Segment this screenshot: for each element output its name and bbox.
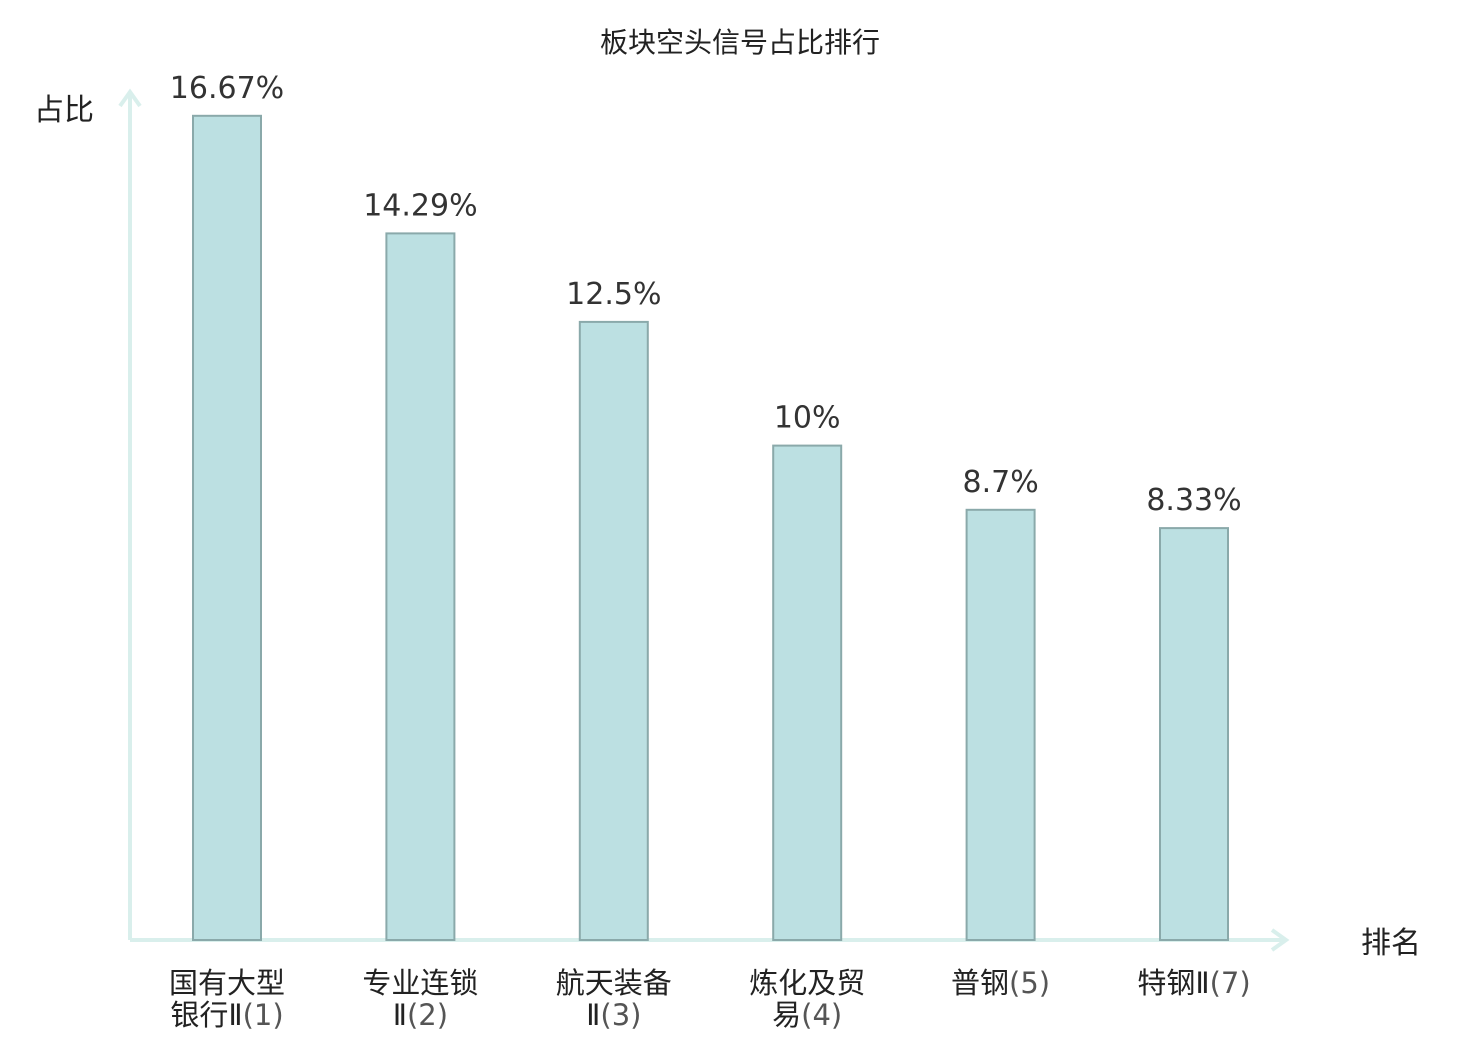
category-label-3: 航天装备 Ⅱ(3) <box>556 966 672 1032</box>
category-label-6: 特钢Ⅱ(7) <box>1137 966 1250 1000</box>
bar-5 <box>965 508 1036 941</box>
x-axis-label: 排名 <box>1361 926 1421 961</box>
x-axis <box>130 928 1290 952</box>
category-label-2: 专业连锁 Ⅱ(2) <box>362 966 478 1032</box>
bar-6 <box>1159 527 1229 941</box>
bar-3 <box>578 320 649 941</box>
value-label-2: 14.29% <box>363 188 477 223</box>
category-label-5: 普钢(5) <box>951 966 1050 1000</box>
value-label-3: 12.5% <box>566 277 661 312</box>
chart-title: 板块空头信号占比排行 <box>600 26 880 59</box>
y-axis-label: 占比 <box>34 93 94 128</box>
y-axis <box>118 88 142 940</box>
bars-group <box>192 114 1229 942</box>
bar-4 <box>772 444 843 941</box>
category-label-4: 炼化及贸易(4) <box>749 966 865 1032</box>
value-label-4: 10% <box>774 401 841 436</box>
value-label-1: 16.67% <box>170 71 284 106</box>
value-labels-group: 16.67% 14.29% 12.5% 10% 8.7% 8.33% <box>170 71 1242 518</box>
value-label-6: 8.33% <box>1146 483 1241 518</box>
bar-1 <box>192 114 262 942</box>
category-label-1: 国有大型银行Ⅱ(1) <box>169 966 285 1032</box>
value-label-5: 8.7% <box>962 465 1038 500</box>
bar-2 <box>385 232 456 941</box>
category-labels-group: 国有大型银行Ⅱ(1) 专业连锁 Ⅱ(2) 航天装备 Ⅱ(3) 炼化及贸易(4) 普钢(5) 特… <box>169 966 1251 1032</box>
